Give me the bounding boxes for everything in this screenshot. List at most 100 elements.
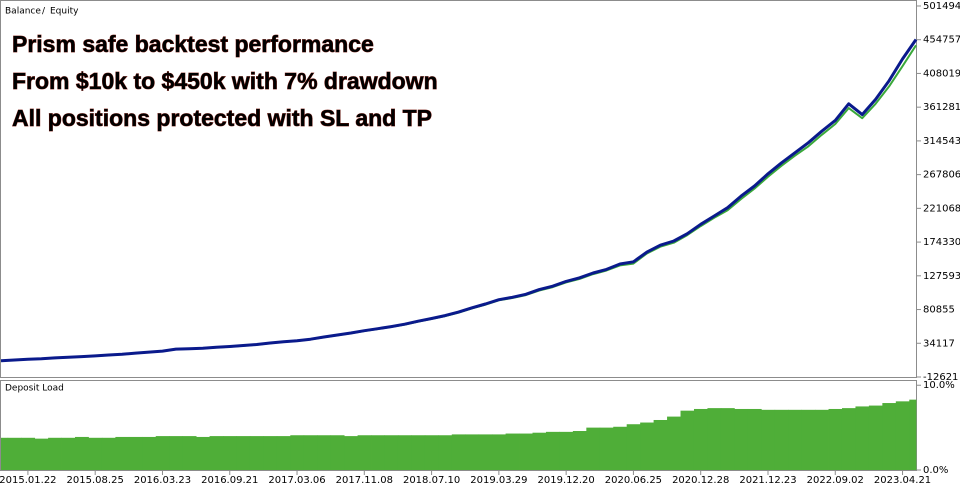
bar (317, 435, 332, 470)
bar (815, 409, 829, 470)
bar (626, 424, 641, 470)
y-tick-label: 34117 (923, 338, 955, 349)
bar (397, 435, 412, 470)
bar (788, 409, 803, 470)
bar (1, 437, 9, 470)
bar (451, 434, 466, 470)
bar (128, 436, 143, 470)
bar (680, 410, 695, 470)
y-tick-label: 314543 (923, 136, 960, 147)
bar (734, 408, 749, 470)
bar (761, 409, 776, 470)
x-tick-label: 2016.09.21 (201, 475, 258, 486)
bar (613, 426, 628, 470)
bar (855, 406, 870, 470)
bar (586, 427, 601, 470)
bar (492, 434, 506, 470)
bar (693, 408, 708, 470)
bar (182, 436, 197, 470)
x-tick-label: 2021.12.23 (739, 475, 796, 486)
bar (411, 435, 426, 470)
y-tick-label: 174330 (923, 237, 960, 248)
bar (330, 435, 345, 470)
bar (559, 431, 574, 470)
x-tick-label: 2020.06.25 (605, 475, 662, 486)
bar (774, 409, 789, 470)
y-tick-label: 267806 (923, 170, 960, 181)
x-tick-label: 2015.08.25 (67, 475, 124, 486)
bar (895, 401, 910, 470)
bar (707, 408, 722, 470)
y-tick-label: 361281 (923, 102, 960, 113)
bar (7, 437, 22, 470)
bar (344, 436, 358, 470)
bar (747, 408, 762, 470)
bar (532, 432, 547, 470)
legend-separator: / (42, 7, 46, 17)
x-tick-label: 2020.12.28 (672, 475, 729, 486)
bar (290, 435, 305, 470)
x-tick-label: 2018.07.10 (403, 475, 460, 486)
bar (249, 436, 264, 470)
bar (519, 433, 533, 470)
bar (599, 427, 614, 470)
bar (653, 419, 668, 470)
y-tick-label: 10.0% (923, 380, 955, 391)
bar (223, 436, 237, 470)
bar (868, 405, 883, 470)
y-tick-label: 501494 (923, 1, 960, 12)
y-tick-label: -12621 (923, 372, 958, 383)
plot-layer (0, 38, 918, 470)
bar (465, 434, 480, 470)
legend-equity: Equity (50, 7, 79, 17)
bar (438, 435, 453, 470)
bar (640, 422, 655, 470)
bar (505, 433, 520, 470)
bar (545, 431, 560, 470)
bar (882, 403, 897, 470)
y-tick-label: 221068 (923, 203, 960, 214)
annotation: All positions protected with SL and TP (12, 105, 432, 131)
bar (720, 408, 735, 470)
bar (34, 438, 49, 470)
x-tick-label: 2015.01.22 (0, 475, 57, 486)
x-tick-label: 2019.12.20 (538, 475, 595, 486)
x-tick-label: 2017.11.08 (336, 475, 393, 486)
bar (263, 436, 278, 470)
x-tick-label: 2019.03.29 (470, 475, 527, 486)
bar (169, 436, 184, 470)
x-tick-label: 2017.03.06 (268, 475, 325, 486)
bar (384, 435, 399, 470)
bar (209, 436, 224, 470)
legend-balance: Balance (5, 7, 41, 17)
bar (155, 436, 170, 470)
x-tick-label: 2016.03.23 (134, 475, 191, 486)
bar (236, 436, 251, 470)
bar (88, 437, 103, 470)
bar (75, 436, 89, 470)
bar (572, 431, 587, 470)
bar (424, 435, 439, 470)
annotation: Prism safe backtest performance (12, 31, 374, 57)
y-tick-label: 454757 (923, 35, 960, 46)
y-tick-label: 127593 (923, 271, 960, 282)
bar (828, 408, 843, 470)
bar (478, 434, 493, 470)
bar (142, 436, 157, 470)
y-tick-label: 80855 (923, 305, 955, 316)
bar (101, 437, 116, 470)
bar (841, 408, 856, 470)
bar (371, 435, 385, 470)
bar (357, 435, 372, 470)
bar (21, 437, 36, 470)
y-tick-label: 408019 (923, 68, 960, 79)
x-tick-label: 2023.04.21 (874, 475, 931, 486)
bar (303, 435, 318, 470)
bar (61, 437, 76, 470)
bar (276, 436, 291, 470)
bar (196, 436, 210, 470)
main-panel (0, 0, 917, 378)
x-tick-label: 2022.09.02 (807, 475, 864, 486)
